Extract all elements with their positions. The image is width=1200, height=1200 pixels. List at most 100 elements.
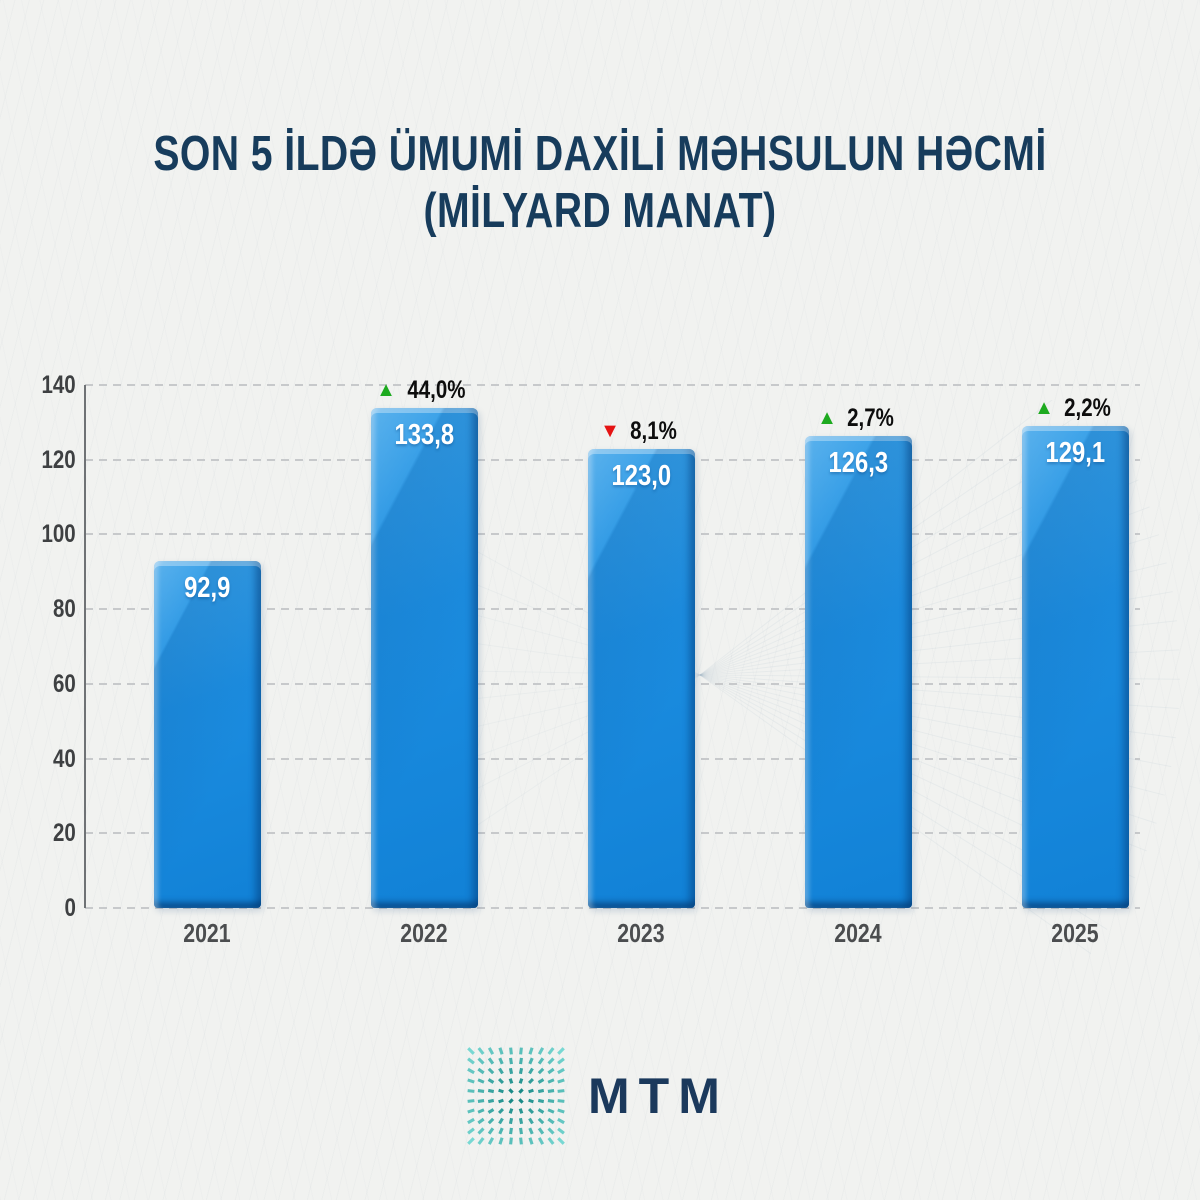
y-tick-label-60: 60 — [0, 669, 76, 699]
starburst-dash — [508, 1078, 514, 1084]
x-axis-label-2021: 2021 — [122, 918, 292, 948]
starburst-dash — [467, 1089, 475, 1093]
starburst-dash — [557, 1117, 565, 1125]
y-tick-label-80: 80 — [0, 594, 76, 624]
starburst-dash — [537, 1117, 545, 1125]
starburst-dash — [498, 1098, 504, 1104]
starburst-dash — [477, 1099, 485, 1103]
starburst-dash — [498, 1137, 504, 1145]
starburst-dash — [467, 1067, 475, 1075]
starburst-dash — [477, 1078, 485, 1084]
up-triangle-icon: ▲ — [817, 407, 837, 429]
starburst-dash — [527, 1077, 535, 1085]
starburst-dash — [487, 1108, 495, 1114]
starburst-dash — [508, 1098, 514, 1104]
x-axis-year-text: 2023 — [617, 918, 665, 948]
starburst-dash — [547, 1099, 555, 1103]
y-tick-text: 60 — [53, 669, 76, 698]
starburst-dash — [467, 1047, 475, 1055]
starburst-dash — [477, 1127, 485, 1135]
starburst-dash — [497, 1077, 505, 1085]
bar-value-text: 92,9 — [184, 572, 231, 604]
starburst-dash — [509, 1127, 513, 1135]
starburst-dash — [498, 1057, 504, 1065]
starburst-dash — [537, 1067, 545, 1075]
gridline-140 — [85, 384, 1140, 386]
chart-title-line1: SON 5 İLDƏ ÜMUMİ DAXİLİ MƏHSULUN HƏCMİ — [153, 127, 1047, 181]
starburst-dash — [487, 1088, 495, 1094]
starburst-dash — [518, 1108, 524, 1114]
starburst-dash — [508, 1088, 514, 1094]
starburst-dash — [547, 1127, 555, 1135]
starburst-dash — [547, 1057, 555, 1065]
bar-value-text: 129,1 — [1045, 437, 1106, 469]
bar-2021: 92,9 — [154, 561, 261, 908]
starburst-dash — [557, 1127, 565, 1135]
starburst-dash — [477, 1057, 485, 1065]
change-badge-2024: ▲ 2,7% — [763, 403, 953, 433]
starburst-dash — [487, 1137, 495, 1145]
y-tick-label-120: 120 — [0, 445, 76, 475]
change-percent-text: 8,1% — [630, 417, 677, 445]
starburst-dash — [518, 1067, 524, 1075]
starburst-dash — [527, 1107, 535, 1115]
change-percent-text: 44,0% — [407, 376, 466, 404]
starburst-dash — [467, 1078, 475, 1084]
x-axis-label-2023: 2023 — [556, 918, 726, 948]
change-percent-text: 2,7% — [847, 404, 894, 432]
starburst-dash — [487, 1078, 495, 1084]
up-triangle-icon: ▲ — [1034, 397, 1054, 419]
starburst-dash — [557, 1089, 565, 1093]
starburst-dash — [467, 1057, 475, 1065]
y-tick-label-20: 20 — [0, 818, 76, 848]
starburst-dash — [557, 1047, 565, 1055]
mtm-starburst-icon — [467, 1047, 565, 1145]
bar-2023: 123,0 — [588, 449, 695, 908]
starburst-dash — [498, 1067, 504, 1075]
starburst-dash — [508, 1117, 514, 1125]
starburst-dash — [537, 1057, 545, 1065]
starburst-dash — [518, 1098, 524, 1104]
starburst-dash — [467, 1099, 475, 1103]
bar-value-text: 123,0 — [611, 460, 672, 492]
starburst-dash — [547, 1137, 555, 1145]
change-badge-2025: ▲ 2,2% — [980, 393, 1170, 423]
x-axis-year-text: 2024 — [834, 918, 882, 948]
starburst-dash — [487, 1047, 495, 1055]
starburst-dash — [467, 1117, 475, 1125]
starburst-dash — [557, 1078, 565, 1084]
x-axis-label-2022: 2022 — [339, 918, 509, 948]
starburst-dash — [519, 1047, 523, 1055]
starburst-dash — [519, 1137, 523, 1145]
x-axis-year-text: 2025 — [1051, 918, 1099, 948]
starburst-dash — [557, 1099, 565, 1103]
starburst-dash — [528, 1057, 534, 1065]
starburst-dash — [467, 1137, 475, 1145]
starburst-dash — [547, 1078, 555, 1084]
starburst-dash — [537, 1088, 545, 1094]
starburst-dash — [528, 1047, 534, 1055]
starburst-dash — [467, 1108, 475, 1114]
x-axis-year-text: 2022 — [400, 918, 448, 948]
starburst-dash — [519, 1127, 523, 1135]
starburst-dash — [509, 1057, 513, 1065]
starburst-dash — [528, 1117, 534, 1125]
starburst-dash — [487, 1098, 495, 1104]
change-percent-text: 2,2% — [1064, 394, 1111, 422]
bar-value-text: 126,3 — [828, 447, 889, 479]
bar-value-label-2021: 92,9 — [154, 561, 261, 605]
starburst-dash — [537, 1137, 545, 1145]
starburst-dash — [509, 1047, 513, 1055]
up-triangle-icon: ▲ — [376, 379, 396, 401]
starburst-dash — [528, 1088, 534, 1094]
y-tick-label-40: 40 — [0, 744, 76, 774]
bar-value-text: 133,8 — [394, 419, 455, 451]
down-triangle-icon: ▼ — [600, 420, 620, 442]
starburst-dash — [557, 1108, 565, 1114]
starburst-dash — [508, 1108, 514, 1114]
gridline-0 — [85, 907, 1140, 909]
starburst-dash — [508, 1067, 514, 1075]
chart-title-line2: (MİLYARD MANAT) — [423, 183, 777, 238]
